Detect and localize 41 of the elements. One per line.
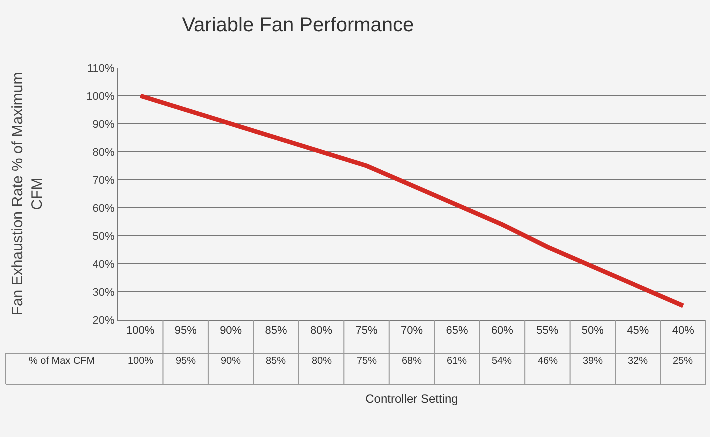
y-tick-label: 80% [92,146,116,159]
x-axis-title: Controller Setting [366,392,458,406]
x-tick-label: 60% [491,325,514,338]
y-axis-title: Fan Exhaustion Rate % of Maximum CFM [9,72,46,316]
x-tick-label: 70% [400,325,424,338]
data-label: 32% [628,356,648,367]
data-label: 54% [492,356,512,367]
data-label: 75% [357,356,378,367]
x-tick-label: 55% [536,325,559,338]
data-label: 95% [176,356,196,367]
text: % of Max CFM [29,356,96,367]
x-tick-label: 45% [627,325,650,338]
y-tick-label: 100% [86,90,116,103]
y-tick-label: 110% [87,62,116,75]
y-tick-label: 60% [92,202,116,215]
data-label: 25% [673,356,694,367]
x-tick-label: 90% [220,325,242,338]
y-tick-label: 30% [92,286,116,299]
data-label: 68% [402,356,422,367]
line-series [138,94,686,308]
x-tick-label: 85% [265,325,288,338]
chart-title: Variable Fan Performance [182,14,414,36]
data-label: 39% [583,356,604,367]
data-label: 100% [128,356,154,367]
y-tick-label: 20% [92,314,116,327]
y-tick-label: 90% [92,118,116,131]
x-tick-label: 40% [672,325,695,338]
x-tick-label: 100% [126,325,155,338]
x-tick-label: 50% [582,325,604,338]
x-tick-label: 80% [310,325,333,338]
data-label: 46% [538,356,558,367]
x-tick-label: 65% [446,325,468,338]
y-tick-label: 50% [92,230,116,243]
x-tick-label: 95% [174,325,198,338]
data-label: 61% [447,356,468,367]
y-tick-label: 40% [92,258,116,271]
data-label: 90% [221,356,242,367]
data-label: 85% [266,356,286,367]
data-label: 80% [312,356,332,367]
x-tick-label: 75% [356,325,378,338]
y-tick-label: 70% [92,174,116,187]
